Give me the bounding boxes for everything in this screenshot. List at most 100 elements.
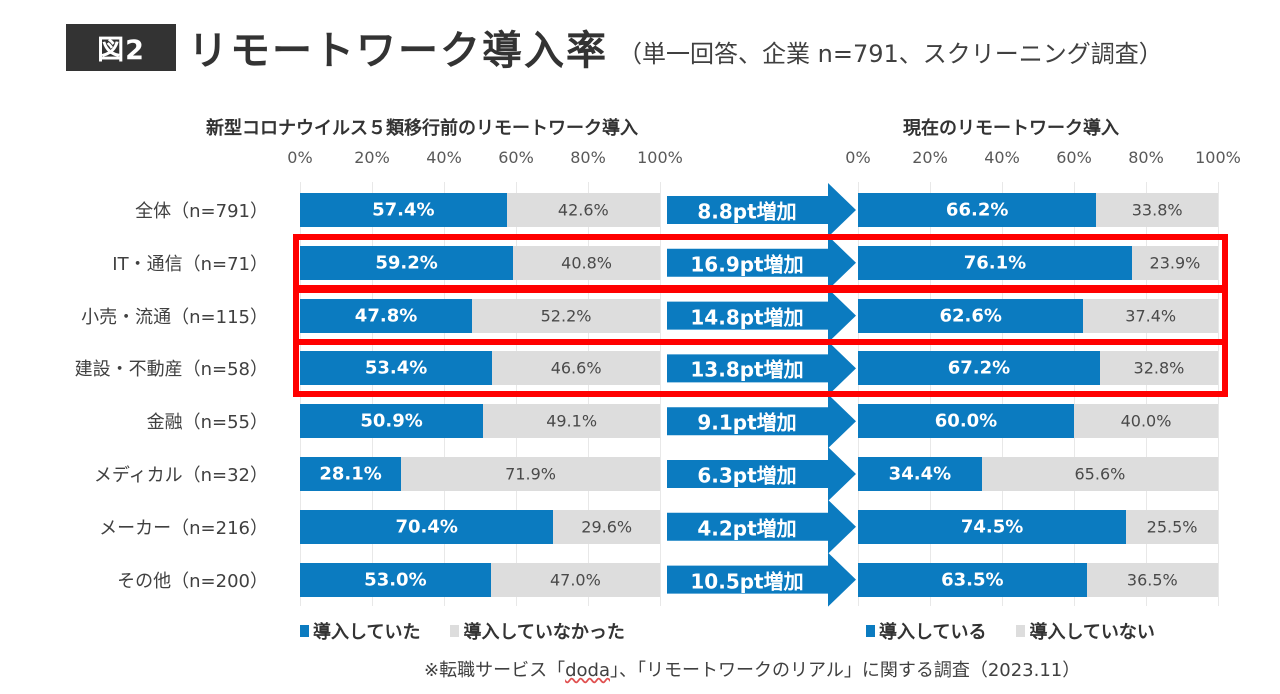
bar-introduced (858, 193, 1097, 227)
legend-label-introduced: 導入していた (313, 622, 421, 643)
bar-introduced (300, 351, 493, 386)
bar-not-introduced (401, 457, 660, 491)
data-label: 50.9% (360, 410, 423, 432)
data-label: 29.6% (581, 517, 633, 537)
increase-arrow-label: 10.5pt増加 (690, 569, 804, 594)
bar-introduced (858, 404, 1074, 439)
increase-arrow-label: 4.2pt増加 (697, 516, 797, 541)
bar-not-introduced (981, 457, 1218, 491)
bar-introduced (300, 193, 507, 227)
data-label: 32.8% (1133, 358, 1185, 378)
data-label: 59.2% (375, 252, 438, 274)
bar-introduced (858, 351, 1100, 386)
bar-not-introduced (490, 562, 660, 597)
bar-introduced (858, 298, 1084, 333)
bar-not-introduced (1083, 298, 1218, 333)
data-label: 28.1% (319, 463, 382, 485)
data-label: 42.6% (557, 200, 609, 220)
data-label: 70.4% (395, 516, 458, 538)
bar-introduced (858, 245, 1132, 280)
legend-left: 導入していた 導入していなかった (300, 618, 625, 644)
left-panel-title: 新型コロナウイルス５類移行前のリモートワーク導入 (206, 118, 638, 139)
data-label: 67.2% (947, 357, 1011, 379)
increase-arrow (667, 447, 856, 501)
x-tick-label: 60% (1056, 148, 1092, 167)
data-label: 76.1% (963, 252, 1027, 274)
x-tick-label: 100% (1195, 148, 1241, 167)
highlight-box (293, 286, 1228, 345)
data-label: 66.2% (945, 199, 1009, 221)
right-panel-title: 現在のリモートワーク導入 (903, 118, 1119, 139)
data-label: 46.6% (550, 358, 602, 378)
bar-introduced (300, 245, 514, 280)
figure-badge: 図2 (66, 24, 176, 71)
increase-arrow (667, 394, 856, 449)
row-label: IT・通信（n=71） (112, 253, 268, 275)
source-note: ※転職サービス「doda」、「リモートワークのリアル」に関する調査（2023.1… (424, 656, 1080, 682)
bar-introduced (858, 509, 1127, 544)
x-tick-label: 80% (1128, 148, 1164, 167)
legend-swatch-not-introduced-now (1016, 625, 1026, 637)
bar-introduced (300, 562, 491, 597)
increase-arrow-label: 13.8pt増加 (690, 357, 804, 382)
row-label: その他（n=200） (117, 570, 268, 592)
x-tick-label: 100% (637, 148, 683, 167)
x-tick-label: 40% (984, 148, 1020, 167)
data-label: 52.2% (540, 306, 592, 326)
source-suffix: 」、「リモートワークのリアル」に関する調査（2023.11） (610, 660, 1081, 681)
increase-arrow-label: 16.9pt増加 (690, 252, 804, 277)
data-label: 65.6% (1074, 464, 1126, 484)
increase-arrow (667, 235, 856, 290)
bar-introduced (300, 404, 484, 439)
bar-not-introduced (472, 298, 660, 333)
increase-arrow (667, 499, 856, 554)
legend-swatch-introduced-now (866, 625, 875, 637)
x-tick-label: 20% (354, 148, 390, 167)
x-tick-label: 40% (426, 148, 462, 167)
increase-arrow (667, 183, 856, 237)
data-label: 40.0% (1120, 411, 1172, 431)
x-tick-label: 20% (912, 148, 948, 167)
data-label: 60.0% (934, 410, 998, 432)
row-label: 全体（n=791） (135, 201, 268, 222)
chart-title: リモートワーク導入率 (188, 28, 608, 74)
data-label: 36.5% (1126, 570, 1178, 590)
legend-label-introduced-now: 導入している (879, 622, 987, 643)
x-tick-label: 60% (498, 148, 534, 167)
legend-swatch-not-introduced (450, 625, 460, 637)
increase-arrow-label: 6.3pt増加 (697, 463, 797, 488)
data-label: 40.8% (561, 253, 612, 273)
data-label: 49.1% (546, 411, 598, 431)
increase-arrow-label: 14.8pt増加 (690, 305, 804, 330)
data-label: 23.9% (1149, 253, 1201, 273)
data-label: 47.0% (549, 570, 601, 590)
bar-not-introduced (553, 509, 660, 544)
bar-not-introduced (1074, 404, 1218, 439)
bar-introduced (300, 509, 554, 544)
increase-arrow (667, 552, 856, 607)
bar-introduced (300, 298, 473, 333)
data-label: 37.4% (1125, 306, 1177, 326)
data-label: 34.4% (888, 463, 952, 485)
data-label: 71.9% (505, 464, 556, 484)
highlight-box (293, 233, 1228, 291)
highlight-box (293, 339, 1228, 398)
legend-swatch-introduced (300, 625, 309, 637)
x-tick-label: 0% (845, 148, 871, 167)
data-label: 74.5% (960, 516, 1024, 538)
bar-not-introduced (1099, 351, 1218, 386)
bar-not-introduced (483, 404, 660, 439)
data-label: 33.8% (1131, 200, 1183, 220)
bar-introduced (300, 457, 402, 491)
chart-subtitle: （単一回答、企業 n=791、スクリーニング調査） (618, 40, 1163, 68)
x-tick-label: 0% (287, 148, 313, 167)
increase-arrow-label: 9.1pt増加 (697, 410, 797, 435)
row-label: 金融（n=55） (146, 412, 268, 434)
bar-not-introduced (1126, 509, 1218, 544)
row-label: メーカー（n=216） (99, 517, 268, 539)
data-label: 53.4% (364, 357, 428, 379)
legend-label-not-introduced: 導入していなかった (463, 622, 625, 643)
row-label: 小売・流通（n=115） (81, 306, 268, 328)
